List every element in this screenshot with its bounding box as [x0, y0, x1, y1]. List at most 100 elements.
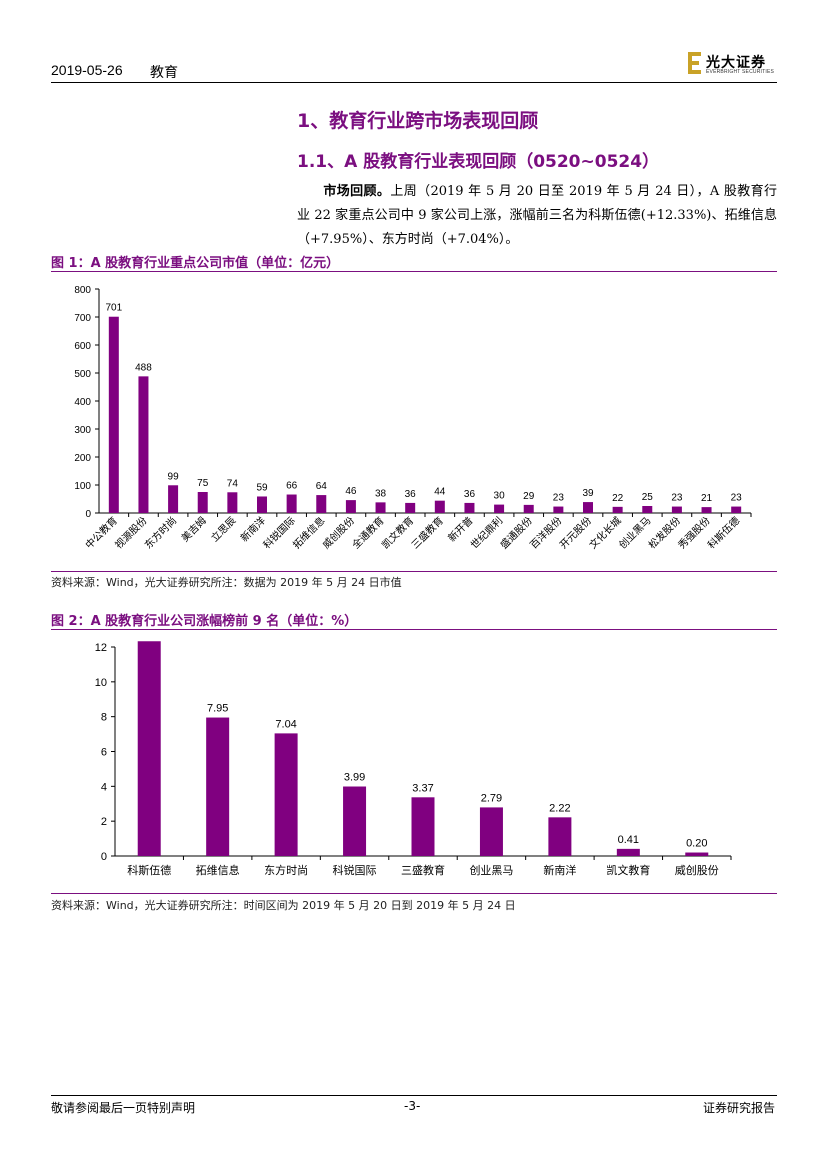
report-date: 2019-05-26	[51, 62, 123, 78]
bar	[206, 717, 230, 856]
bar	[464, 502, 475, 513]
figure1-title: 图 1：A 股教育行业重点公司市值（单位：亿元）	[51, 256, 340, 271]
data-label: 36	[464, 489, 476, 500]
bar	[642, 506, 653, 513]
data-label: 7.04	[275, 718, 296, 730]
bar	[701, 507, 712, 513]
category-label: 立思辰	[208, 514, 238, 544]
bar	[405, 502, 416, 513]
data-label: 7.95	[207, 703, 228, 715]
category-label: 美吉姆	[178, 514, 208, 544]
y-tick-label: 10	[95, 677, 107, 689]
data-label: 39	[582, 488, 594, 499]
y-tick-label: 200	[74, 453, 91, 464]
brand-name: 光大证券	[706, 55, 766, 71]
bar	[685, 852, 709, 856]
data-label: 23	[731, 493, 743, 504]
paragraph-body: 上周（2019 年 5 月 20 日至 2019 年 5 月 24 日），A 股…	[297, 184, 777, 247]
bar	[375, 502, 386, 513]
y-tick-label: 0	[101, 851, 107, 863]
page-number: -3-	[404, 1099, 421, 1113]
bar	[616, 848, 640, 856]
bar	[316, 495, 327, 513]
figure1-rule	[51, 271, 777, 272]
data-label: 701	[105, 303, 122, 314]
figure1-bottom-rule	[51, 571, 777, 572]
bar	[479, 807, 503, 856]
bar	[168, 485, 179, 513]
category-label: 拓维信息	[196, 863, 240, 877]
bar	[671, 506, 682, 513]
gain-ranking-chart: 0 2 4 6 8 10 12 12.33 科斯伍德 7.95 拓维信息 7.04 东方时尚 3.99 科锐…	[95, 636, 732, 877]
market-cap-chart: 0100200300400500600700800701中公教育488视源股份9…	[74, 285, 752, 551]
data-label: 38	[375, 488, 387, 499]
y-tick-label: 300	[74, 425, 91, 436]
data-label: 75	[197, 478, 209, 489]
bar	[227, 492, 238, 513]
data-label: 0.41	[618, 834, 639, 846]
figure2-title: 图 2：A 股教育行业公司涨幅榜前 9 名（单位：%）	[51, 614, 358, 629]
y-tick-label: 100	[74, 481, 91, 492]
footer-disclaimer: 敬请参阅最后一页特别声明	[51, 1101, 196, 1115]
bar	[612, 506, 623, 513]
data-label: 25	[642, 492, 654, 503]
data-label: 46	[345, 486, 357, 497]
y-tick-label: 2	[101, 816, 107, 828]
data-label: 29	[523, 491, 535, 502]
figure2-bottom-rule	[51, 893, 777, 894]
bar	[411, 797, 435, 856]
bar	[434, 500, 445, 513]
data-label: 21	[701, 493, 713, 504]
category-label: 东方时尚	[142, 514, 179, 551]
figure2-rule	[51, 629, 777, 630]
category-label: 新开普	[445, 514, 475, 544]
y-tick-label: 12	[95, 642, 107, 654]
figure2-source: 资料来源：Wind，光大证券研究所注：时间区间为 2019 年 5 月 20 日…	[51, 899, 516, 912]
category-label: 三盛教育	[408, 514, 445, 551]
category-label: 科锐国际	[333, 863, 377, 877]
data-label: 0.20	[686, 838, 707, 850]
figure1-source: 资料来源：Wind，光大证券研究所注：数据为 2019 年 5 月 24 日市值	[51, 576, 402, 589]
bar	[731, 506, 742, 513]
bar	[274, 733, 298, 856]
data-label: 74	[227, 478, 239, 489]
bar	[138, 376, 149, 513]
bar	[494, 504, 505, 513]
bar	[553, 506, 564, 513]
data-label: 23	[671, 493, 683, 504]
bar	[548, 817, 572, 856]
bar	[583, 502, 593, 513]
data-label: 3.99	[344, 772, 365, 784]
brand-name-en: EVERBRIGHT SECURITIES	[706, 69, 775, 75]
category-label: 东方时尚	[264, 863, 308, 877]
y-tick-label: 400	[74, 397, 91, 408]
data-label: 2.22	[549, 802, 570, 814]
y-tick-label: 6	[101, 747, 107, 759]
footer-report-type: 证券研究报告	[703, 1101, 776, 1115]
header-rule	[51, 82, 777, 83]
subsection-heading: 1.1、A 股教育行业表现回顾（0520~0524）	[297, 152, 660, 172]
y-tick-label: 8	[101, 712, 107, 724]
bar	[286, 494, 297, 513]
data-label: 44	[434, 487, 446, 498]
bar	[345, 500, 356, 513]
y-tick-label: 700	[74, 313, 91, 324]
y-tick-label: 0	[85, 509, 91, 520]
section-heading: 1、教育行业跨市场表现回顾	[297, 110, 539, 132]
data-label: 30	[494, 491, 506, 502]
y-tick-label: 800	[74, 285, 91, 296]
footer-rule	[51, 1095, 777, 1096]
y-tick-label: 500	[74, 369, 91, 380]
paragraph-lead: 市场回顾。	[323, 184, 391, 199]
y-tick-label: 4	[101, 781, 107, 793]
category-label: 凯文教育	[606, 863, 650, 877]
bar	[108, 316, 119, 513]
category-label: 新南洋	[543, 863, 576, 877]
data-label: 12.33	[135, 636, 163, 638]
category-label: 三盛教育	[401, 863, 445, 877]
category-label: 创业黑马	[469, 864, 513, 877]
category-label: 科斯伍德	[127, 863, 171, 877]
data-label: 22	[612, 493, 624, 504]
category-label: 科斯伍德	[705, 514, 742, 551]
data-label: 59	[256, 482, 268, 493]
